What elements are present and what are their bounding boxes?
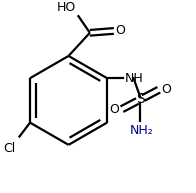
Text: NH₂: NH₂ <box>129 124 153 137</box>
Text: O: O <box>161 83 171 96</box>
Text: Cl: Cl <box>3 142 16 155</box>
Text: S: S <box>136 92 145 107</box>
Text: O: O <box>110 103 120 116</box>
Text: NH: NH <box>125 72 143 85</box>
Text: HO: HO <box>57 1 76 14</box>
Text: O: O <box>115 25 125 37</box>
